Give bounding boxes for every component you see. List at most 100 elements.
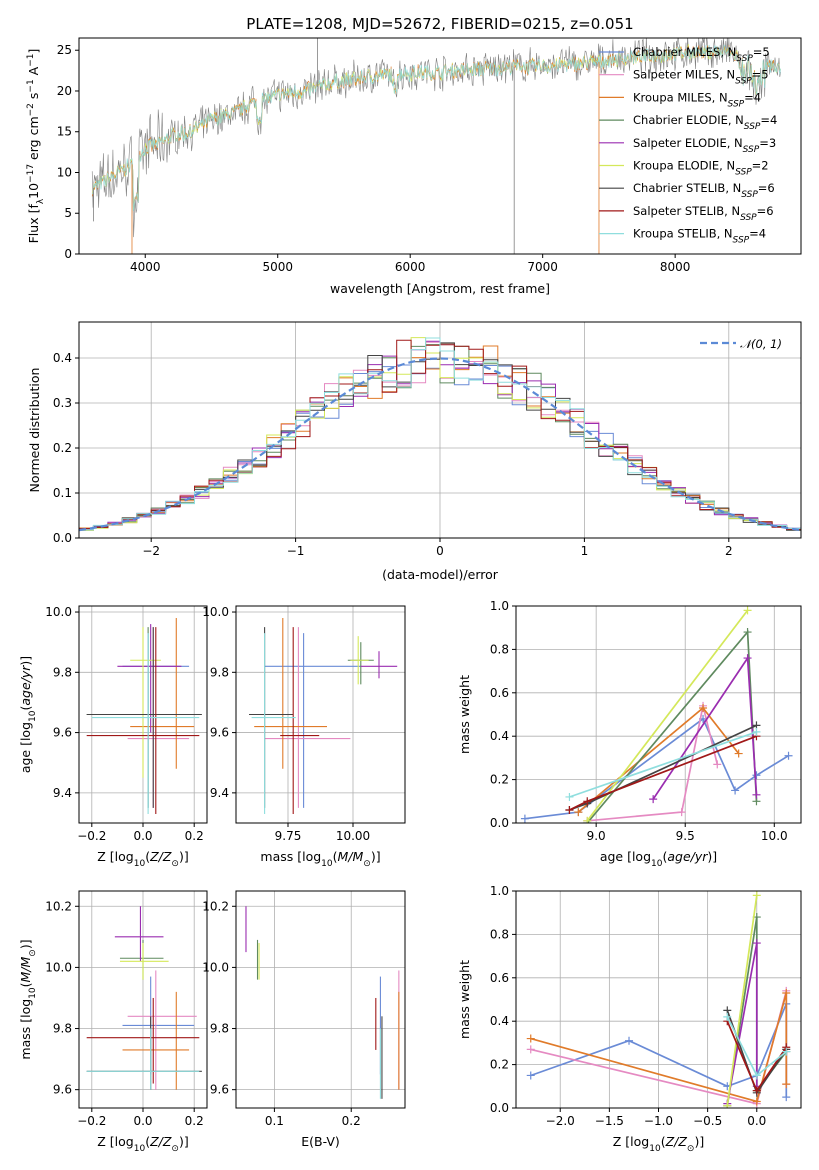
y-tick-label: 10.0 (202, 960, 229, 974)
y-tick-label: 0.6 (490, 971, 509, 985)
x-tick-label: 0.0 (133, 829, 152, 843)
y-tick-label: 1.0 (490, 599, 509, 613)
legend-entry: Salpeter MILES, NSSP=5 (633, 68, 769, 87)
weight-marker (699, 703, 708, 712)
y-tick-label: 10.0 (45, 960, 72, 974)
axes-age_weight: 9.0 9.5 10.0 0.0 0.2 0.4 0.6 0.8 1.0 age [log10(a… (457, 599, 802, 869)
y-tick-label: 0.4 (53, 351, 72, 365)
legend-entry: Salpeter ELODIE, NSSP=3 (633, 136, 776, 155)
weight-marker (782, 988, 791, 997)
x-tick-label: −0.2 (77, 1114, 106, 1128)
weight-line-8 (569, 731, 757, 798)
y-tick-label: 10.0 (202, 605, 229, 619)
weight-marker (677, 808, 686, 817)
weight-line-2 (530, 992, 788, 1103)
plot-area (79, 337, 801, 538)
axes-mass_age: 9.75 10.00 9.4 9.6 9.8 10.0 mass [log10(M/M⊙)] (202, 605, 406, 869)
x-tick-label: 1 (581, 544, 589, 558)
plot-area (86, 906, 202, 1090)
legend-entry: Chabrier ELODIE, NSSP=4 (633, 113, 777, 132)
y-tick-label: 0.2 (490, 773, 509, 787)
x-axis-label: Z [log10(Z/Z⊙)] (613, 1134, 704, 1154)
weight-marker (565, 792, 574, 801)
weight-marker (526, 1071, 535, 1080)
spectrum-model-line-8 (91, 44, 781, 212)
y-axis-label: mass [log10(M/M⊙)] (18, 939, 38, 1059)
weight-marker (743, 654, 752, 663)
axes-spectrum: 4000 5000 6000 7000 8000 0 5 10 15 20 25 wavelength… (26, 37, 802, 296)
weight-marker (784, 751, 793, 760)
y-tick-label: 9.6 (53, 1083, 72, 1097)
x-tick-label: −1.5 (595, 1114, 624, 1128)
plot-area (245, 906, 400, 1099)
y-tick-label: 9.6 (53, 726, 72, 740)
normal-curve (79, 357, 801, 532)
x-tick-label: 0.2 (185, 1114, 204, 1128)
y-tick-label: 1.0 (490, 884, 509, 898)
x-tick-label: 0.2 (342, 1114, 361, 1128)
axes-residuals: −2 −1 0 1 2 0.0 0.1 0.2 0.3 0.4 𝒩(0, 1) (data-model… (27, 321, 802, 582)
weight-line-1 (587, 705, 719, 822)
legend-entry: Salpeter STELIB, NSSP=6 (633, 204, 774, 223)
y-tick-label: 20 (57, 84, 72, 98)
legend-normal: 𝒩(0, 1) (740, 337, 782, 351)
y-tick-label: 9.8 (210, 665, 229, 679)
x-tick-label: −0.5 (693, 1114, 722, 1128)
x-tick-label: 0.0 (747, 1114, 766, 1128)
y-tick-label: 0 (64, 247, 72, 261)
y-tick-label: 0.2 (490, 1058, 509, 1072)
weight-marker (752, 727, 761, 736)
y-tick-label: 0.1 (53, 486, 72, 500)
weight-marker (526, 1045, 535, 1054)
weight-marker (752, 891, 761, 900)
plot-area (86, 618, 202, 814)
axes-ebv_mass: 0.1 0.2 9.6 9.8 10.0 10.2 E(B-V) (202, 890, 406, 1149)
weight-marker (649, 795, 658, 804)
weight-marker (782, 1047, 791, 1056)
weight-marker (565, 805, 574, 814)
y-tick-label: 0.2 (53, 441, 72, 455)
x-tick-label: 2 (725, 544, 733, 558)
y-tick-label: 9.4 (210, 786, 229, 800)
y-tick-label: 0.0 (490, 1101, 509, 1115)
weight-marker (574, 808, 583, 817)
x-tick-label: 6000 (395, 260, 426, 274)
weight-line-3 (586, 629, 758, 823)
axes-z_mass: −0.2 0.0 0.2 9.6 9.8 10.0 10.2 Z [log10(Z/Z⊙)] m… (18, 890, 208, 1154)
weight-marker (752, 939, 761, 948)
weight-marker (723, 1101, 732, 1108)
axes-z_weight: −2.0 −1.5 −1.0 −0.5 0.0 0.0 0.2 0.4 0.6 0.8 1.0 Z [… (457, 884, 802, 1154)
y-tick-label: 0.0 (490, 816, 509, 830)
x-tick-label: 5000 (262, 260, 293, 274)
figure-title: PLATE=1208, MJD=52672, FIBERID=0215, z=0… (246, 15, 633, 33)
y-axis-label: age [log10(age/yr)] (18, 656, 38, 773)
x-tick-label: 0.0 (133, 1114, 152, 1128)
weight-marker (743, 606, 752, 615)
axes-frame (78, 37, 802, 255)
x-tick-label: 0.1 (265, 1114, 284, 1128)
y-tick-label: 10.2 (45, 899, 72, 913)
x-tick-label: 10.0 (761, 829, 788, 843)
weight-marker (752, 1086, 761, 1095)
x-tick-label: 0.2 (185, 829, 204, 843)
histogram-step-8 (79, 337, 801, 538)
legend-entry: Kroupa ELODIE, NSSP=2 (633, 159, 769, 178)
axes-z_age: −0.2 0.0 0.2 9.4 9.6 9.8 10.0 Z [log10(Z/Z⊙)] ag… (18, 605, 208, 869)
weight-marker (752, 1097, 761, 1106)
x-tick-label: −2.0 (546, 1114, 575, 1128)
spectrum-data-line (91, 38, 781, 238)
weight-marker (752, 1071, 761, 1080)
x-axis-label: wavelength [Angstrom, rest frame] (330, 281, 550, 296)
weight-marker (743, 628, 752, 637)
axes-frame (235, 890, 406, 1109)
weight-marker (723, 1012, 732, 1021)
legend-entry: Chabrier MILES, NSSP=5 (633, 45, 770, 64)
axes-frame (235, 605, 406, 824)
axes-frame (515, 605, 802, 824)
y-axis-label: mass weight (457, 960, 472, 1039)
y-tick-label: 0.3 (53, 396, 72, 410)
y-tick-label: 9.8 (53, 1022, 72, 1036)
y-axis-label: Flux [fλ10−17 erg cm−2 s−1 A−1] (26, 49, 46, 244)
plot-area (91, 38, 781, 254)
